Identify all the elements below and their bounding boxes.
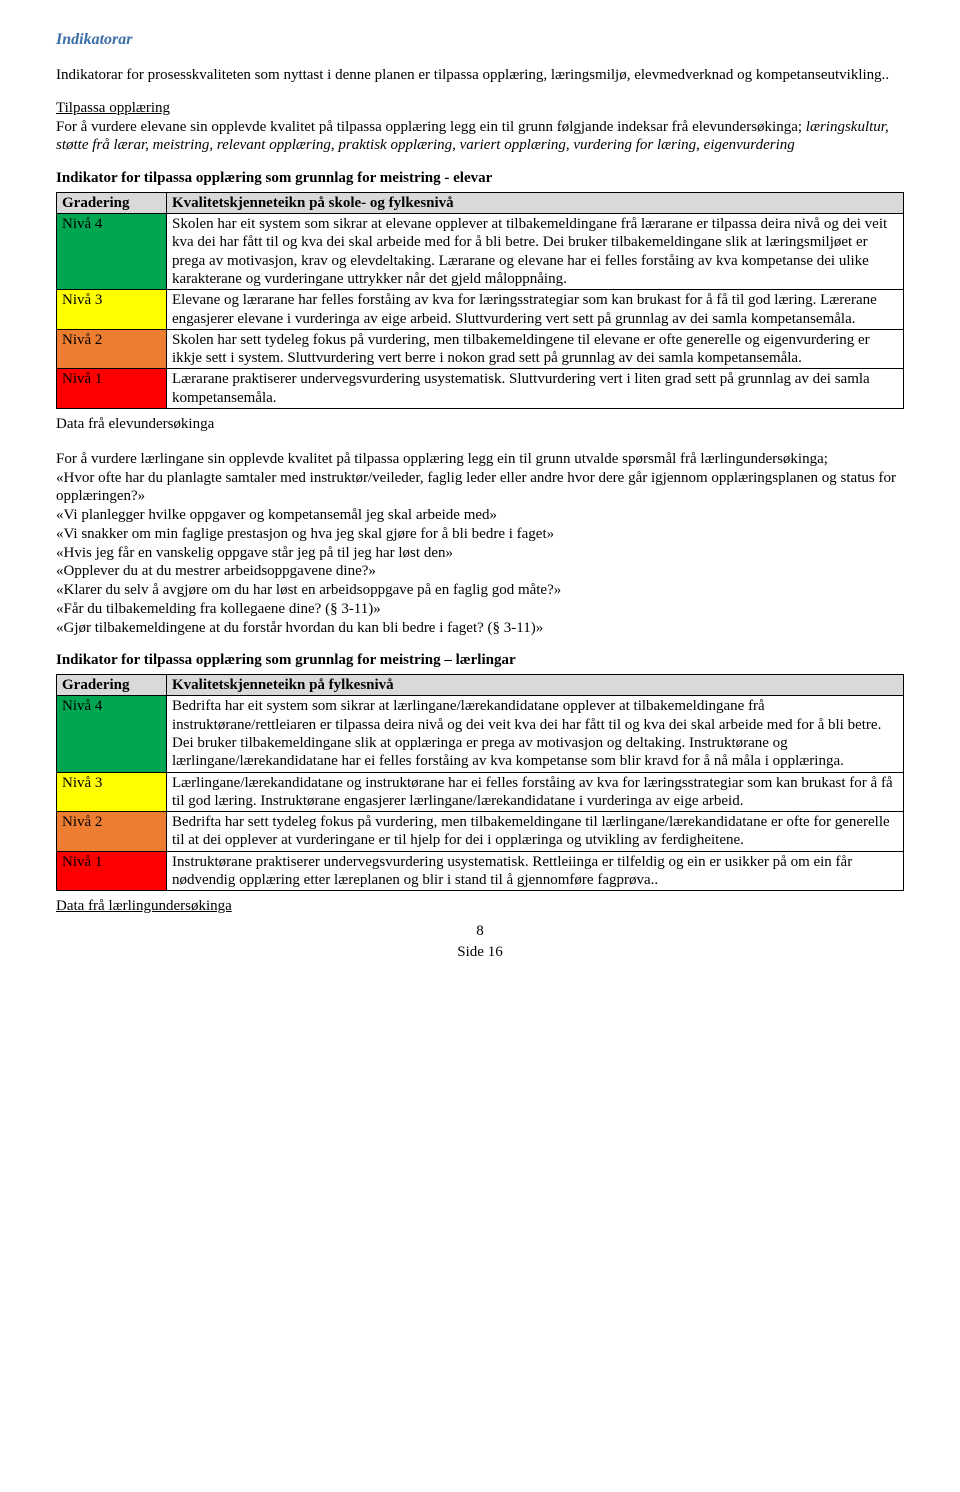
table-row: Nivå 1 Lærarane praktiserer undervegsvur… — [57, 369, 904, 409]
grade-label: Nivå 1 — [57, 851, 167, 891]
question-line: «Vi planlegger hvilke oppgaver og kompet… — [56, 506, 904, 525]
question-line: «Klarer du selv å avgjøre om du har løst… — [56, 581, 904, 600]
header-gradering: Gradering — [57, 675, 167, 696]
question-line: «Hvor ofte har du planlagte samtaler med… — [56, 469, 904, 507]
grade-label: Nivå 1 — [57, 369, 167, 409]
sub-text-prefix: For å vurdere elevane sin opplevde kvali… — [56, 119, 806, 135]
intro-paragraph: Indikatorar for prosesskvaliteten som ny… — [56, 66, 904, 85]
table-row: Nivå 3 Elevane og lærarane har felles fo… — [57, 290, 904, 330]
tilpassa-section: Tilpassa opplæring For å vurdere elevane… — [56, 99, 904, 155]
mid-paragraph: For å vurdere lærlingane sin opplevde kv… — [56, 450, 904, 469]
table-header-row: Gradering Kvalitetskjenneteikn på fylkes… — [57, 675, 904, 696]
questions-block: For å vurdere lærlingane sin opplevde kv… — [56, 450, 904, 638]
table-row: Nivå 2 Skolen har sett tydeleg fokus på … — [57, 329, 904, 369]
header-kvalitet: Kvalitetskjenneteikn på skole- og fylkes… — [167, 192, 904, 213]
grade-text: Bedrifta har eit system som sikrar at læ… — [167, 696, 904, 772]
table1-title: Indikator for tilpassa opplæring som gru… — [56, 169, 904, 188]
header-kvalitet: Kvalitetskjenneteikn på fylkesnivå — [167, 675, 904, 696]
grade-text: Elevane og lærarane har felles forståing… — [167, 290, 904, 330]
grade-label: Nivå 4 — [57, 214, 167, 290]
table-row: Nivå 4 Skolen har eit system som sikrar … — [57, 214, 904, 290]
grade-text: Skolen har sett tydeleg fokus på vurderi… — [167, 329, 904, 369]
question-line: «Vi snakker om min faglige prestasjon og… — [56, 525, 904, 544]
sub-heading: Tilpassa opplæring — [56, 100, 170, 116]
grade-label: Nivå 2 — [57, 812, 167, 852]
grade-label: Nivå 4 — [57, 696, 167, 772]
grade-label: Nivå 2 — [57, 329, 167, 369]
page-title: Indikatorar — [56, 30, 904, 50]
grading-table-laerlingar: Gradering Kvalitetskjenneteikn på fylkes… — [56, 674, 904, 891]
page-number: 8 — [56, 922, 904, 941]
grade-label: Nivå 3 — [57, 290, 167, 330]
side-number: Side 16 — [56, 943, 904, 962]
table2-footnote-text: Data frå lærlingundersøkinga — [56, 898, 232, 914]
table2-footnote: Data frå lærlingundersøkinga — [56, 897, 904, 916]
table-header-row: Gradering Kvalitetskjenneteikn på skole-… — [57, 192, 904, 213]
grade-label: Nivå 3 — [57, 772, 167, 812]
grade-text: Instruktørane praktiserer undervegsvurde… — [167, 851, 904, 891]
grade-text: Skolen har eit system som sikrar at elev… — [167, 214, 904, 290]
question-line: «Får du tilbakemelding fra kollegaene di… — [56, 600, 904, 619]
question-line: «Opplever du at du mestrer arbeidsoppgav… — [56, 562, 904, 581]
table-row: Nivå 1 Instruktørane praktiserer underve… — [57, 851, 904, 891]
question-line: «Gjør tilbakemeldingene at du forstår hv… — [56, 619, 904, 638]
header-gradering: Gradering — [57, 192, 167, 213]
table-row: Nivå 2 Bedrifta har sett tydeleg fokus p… — [57, 812, 904, 852]
table2-title: Indikator for tilpassa opplæring som gru… — [56, 651, 904, 670]
grade-text: Lærlingane/lærekandidatane og instruktør… — [167, 772, 904, 812]
grading-table-elevar: Gradering Kvalitetskjenneteikn på skole-… — [56, 192, 904, 409]
grade-text: Lærarane praktiserer undervegsvurdering … — [167, 369, 904, 409]
question-line: «Hvis jeg får en vanskelig oppgave står … — [56, 544, 904, 563]
table1-footnote: Data frå elevundersøkinga — [56, 415, 904, 434]
table-row: Nivå 3 Lærlingane/lærekandidatane og ins… — [57, 772, 904, 812]
grade-text: Bedrifta har sett tydeleg fokus på vurde… — [167, 812, 904, 852]
table-row: Nivå 4 Bedrifta har eit system som sikra… — [57, 696, 904, 772]
